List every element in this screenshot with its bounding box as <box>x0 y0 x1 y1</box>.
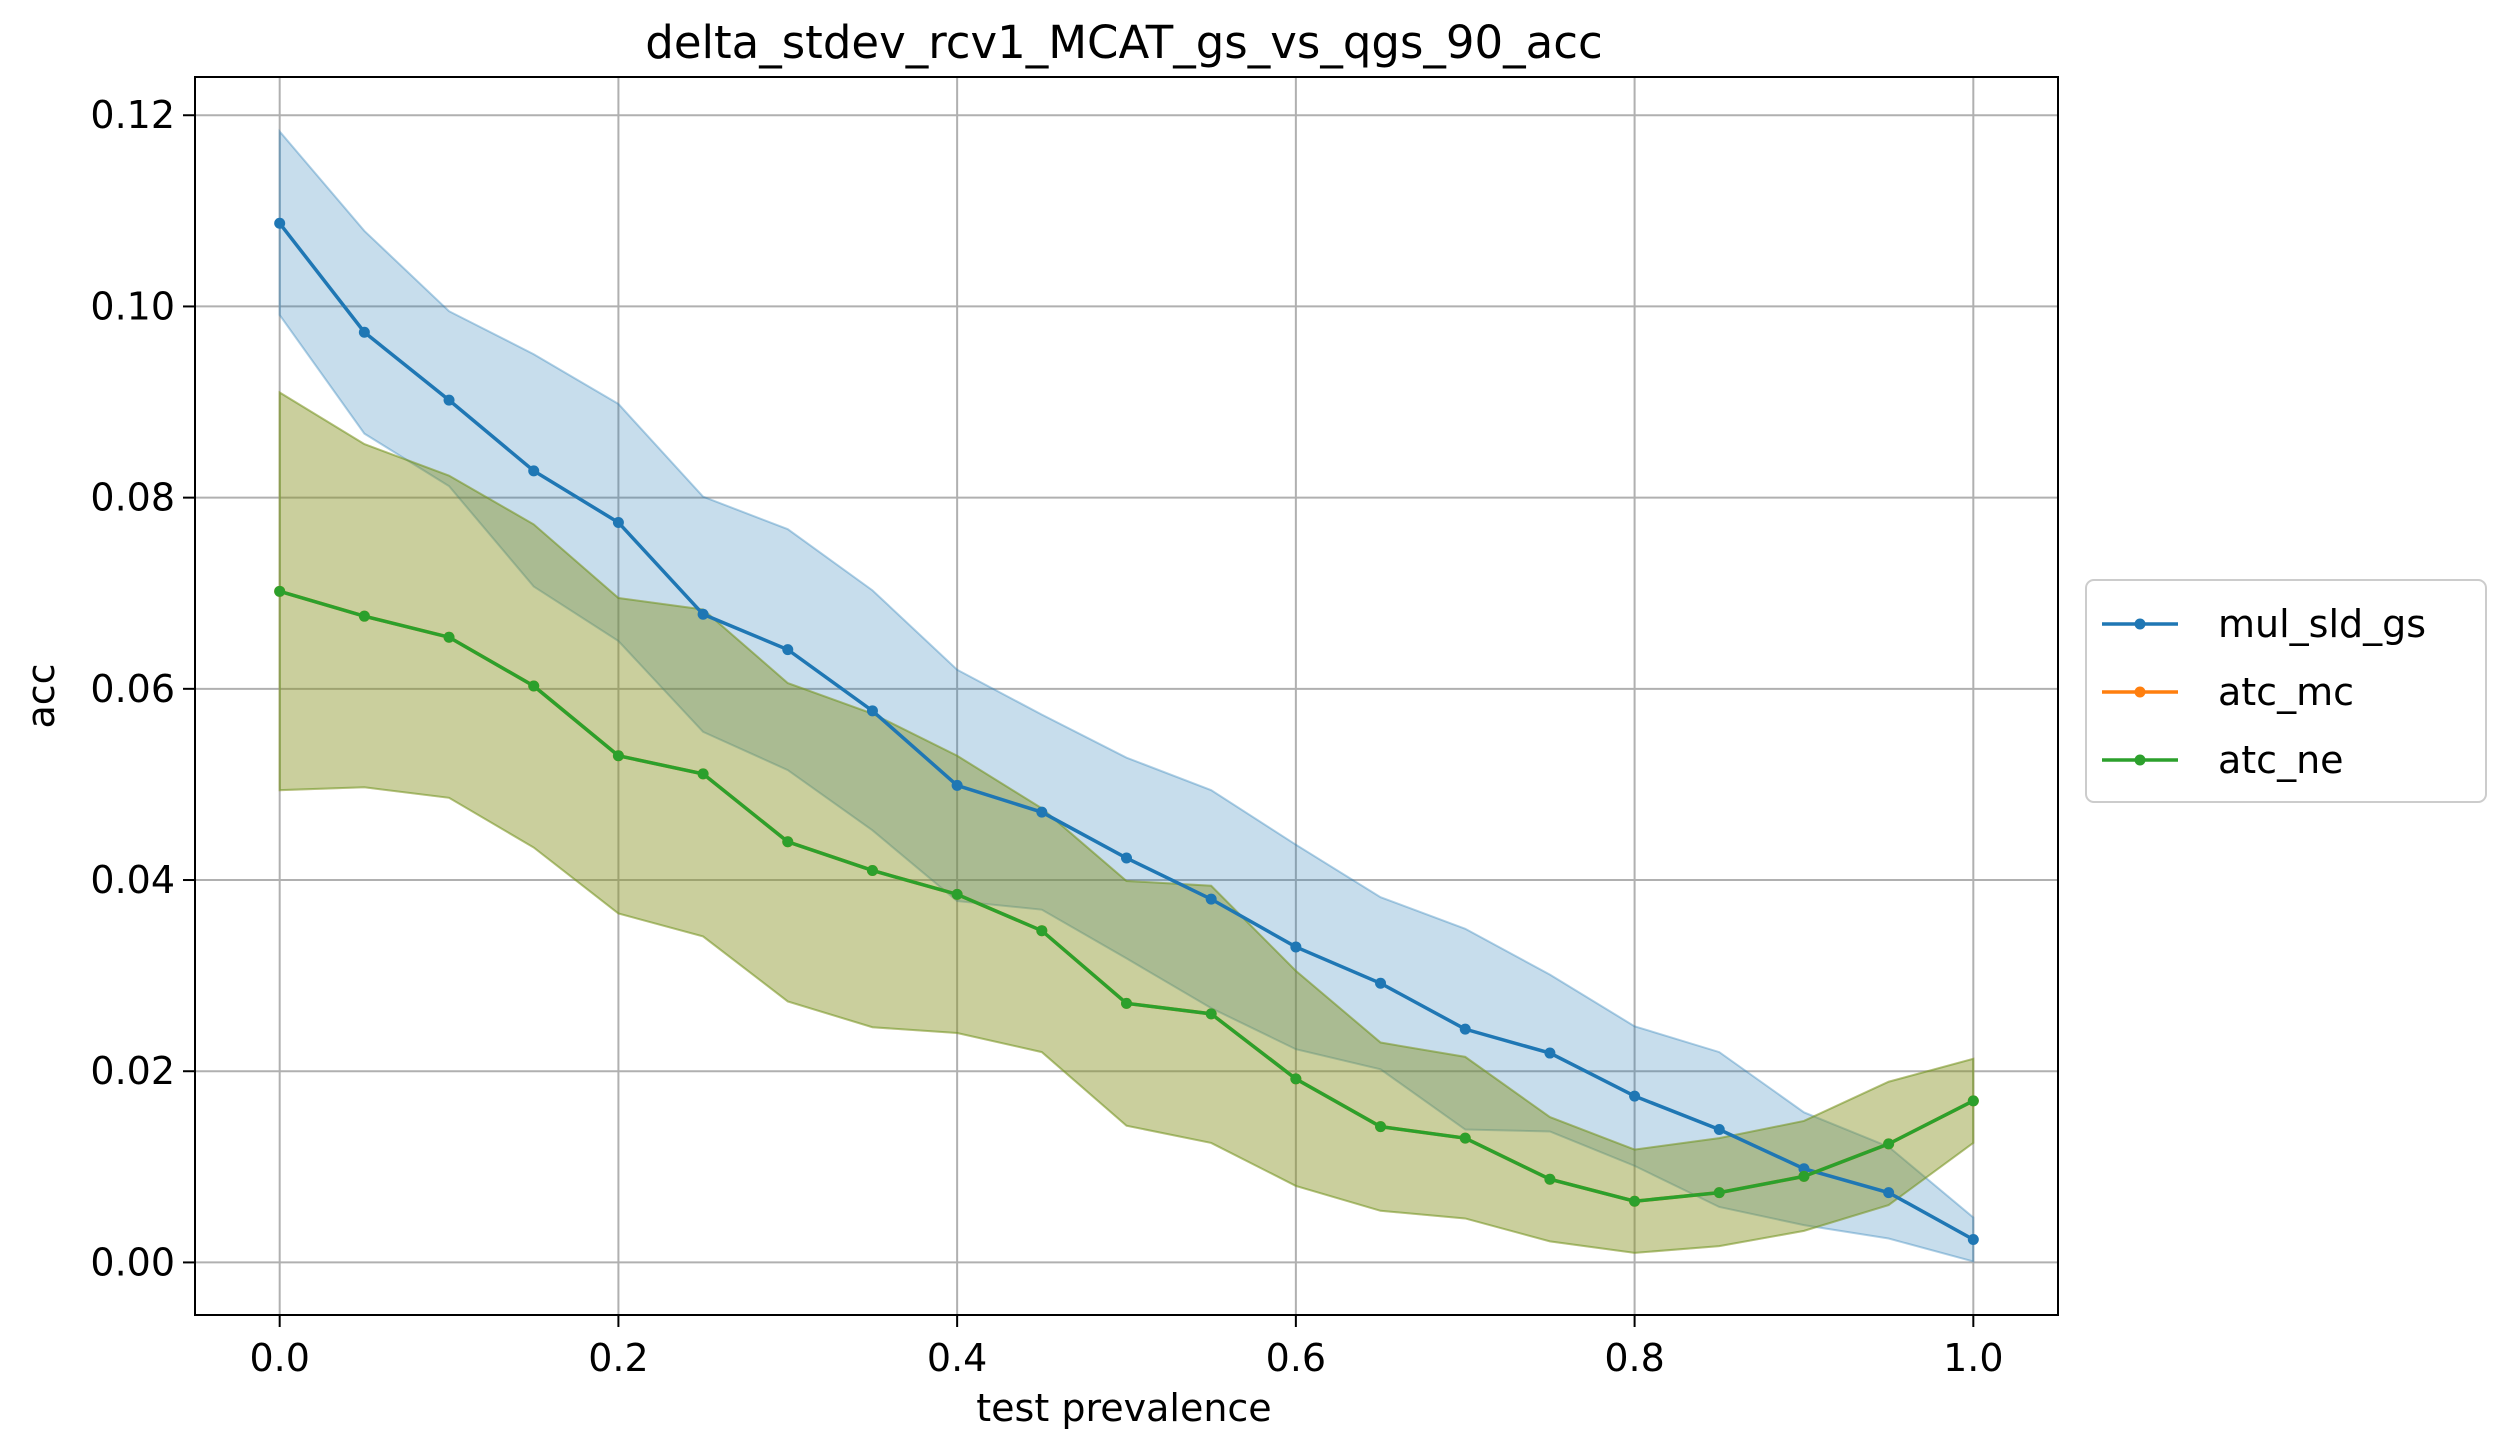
x-tick-label: 0.6 <box>1266 1336 1326 1380</box>
point-mul_sld_gs <box>612 516 624 528</box>
point-atc_ne <box>274 585 286 597</box>
point-mul_sld_gs <box>1036 806 1048 818</box>
point-atc_ne <box>1713 1187 1725 1199</box>
grid <box>195 77 2058 1315</box>
point-atc_ne <box>1967 1095 1979 1107</box>
point-atc_ne <box>951 888 963 900</box>
point-atc_ne <box>528 680 540 692</box>
point-mul_sld_gs <box>1121 852 1132 864</box>
point-mul_sld_gs <box>443 394 455 406</box>
y-tick-label: 0.06 <box>90 667 175 711</box>
y-tick-label: 0.10 <box>90 284 175 328</box>
y-axis: 0.00 0.02 0.04 0.06 0.08 0.10 0.12 <box>90 93 195 1284</box>
point-atc_ne <box>1375 1121 1387 1133</box>
x-tick-label: 0.2 <box>588 1336 648 1380</box>
legend-label: atc_ne <box>2218 738 2344 782</box>
point-atc_ne <box>1036 925 1048 937</box>
point-mul_sld_gs <box>1798 1163 1810 1175</box>
x-tick-label: 0.8 <box>1604 1336 1664 1380</box>
y-tick-label: 0.02 <box>90 1049 175 1093</box>
point-atc_ne <box>1883 1138 1895 1150</box>
point-mul_sld_gs <box>1459 1023 1471 1035</box>
legend-label: mul_sld_gs <box>2218 602 2426 646</box>
point-mul_sld_gs <box>1375 977 1387 989</box>
point-mul_sld_gs <box>1544 1047 1556 1059</box>
legend-label: atc_mc <box>2218 670 2354 714</box>
legend-marker <box>2134 754 2146 766</box>
legend-marker <box>2134 686 2146 698</box>
y-tick-label: 0.08 <box>90 476 175 520</box>
legend-frame <box>2085 579 2487 803</box>
point-atc_ne <box>782 836 794 848</box>
point-mul_sld_gs <box>1629 1090 1641 1102</box>
band-mul_sld_gs <box>278 128 1975 1263</box>
point-atc_ne <box>866 864 878 876</box>
x-axis-label: test prevalence <box>976 1386 1271 1430</box>
point-mul_sld_gs <box>697 608 709 620</box>
point-mul_sld_gs <box>1713 1124 1725 1136</box>
point-mul_sld_gs <box>528 465 540 477</box>
point-mul_sld_gs <box>1967 1233 1979 1245</box>
point-mul_sld_gs <box>866 705 878 717</box>
legend-marker <box>2134 618 2146 630</box>
point-mul_sld_gs <box>1883 1187 1895 1199</box>
chart-title: delta_stdev_rcv1_MCAT_gs_vs_qgs_90_acc <box>645 16 1602 69</box>
x-tick-label: 0.4 <box>927 1336 987 1380</box>
point-mul_sld_gs <box>358 326 370 338</box>
point-atc_ne <box>1290 1073 1302 1085</box>
point-atc_ne <box>697 768 709 780</box>
y-tick-label: 0.04 <box>90 858 175 902</box>
y-tick-label: 0.00 <box>90 1240 175 1284</box>
x-tick-label: 0.0 <box>249 1336 309 1380</box>
point-atc_ne <box>1459 1132 1471 1144</box>
point-atc_ne <box>1544 1173 1556 1185</box>
point-atc_ne <box>1629 1195 1641 1207</box>
y-axis-label: acc <box>19 663 63 728</box>
point-mul_sld_gs <box>1290 941 1302 953</box>
point-mul_sld_gs <box>1205 893 1217 905</box>
point-atc_ne <box>443 631 455 643</box>
y-tick-label: 0.12 <box>90 93 175 137</box>
point-mul_sld_gs <box>951 779 963 791</box>
point-mul_sld_gs <box>274 217 286 229</box>
legend: mul_sld_gs atc_mc atc_ne <box>2085 579 2487 803</box>
point-atc_ne <box>612 750 624 762</box>
x-tick-label: 1.0 <box>1943 1336 2003 1380</box>
plot-frame <box>194 76 2059 1316</box>
point-atc_ne <box>1798 1170 1810 1182</box>
point-atc_ne <box>1121 997 1132 1009</box>
series-lines <box>274 217 1979 1245</box>
x-axis: 0.0 0.2 0.4 0.6 0.8 1.0 <box>249 1315 2004 1380</box>
point-atc_ne <box>1205 1008 1217 1020</box>
point-mul_sld_gs <box>782 644 794 656</box>
point-atc_ne <box>358 610 370 622</box>
